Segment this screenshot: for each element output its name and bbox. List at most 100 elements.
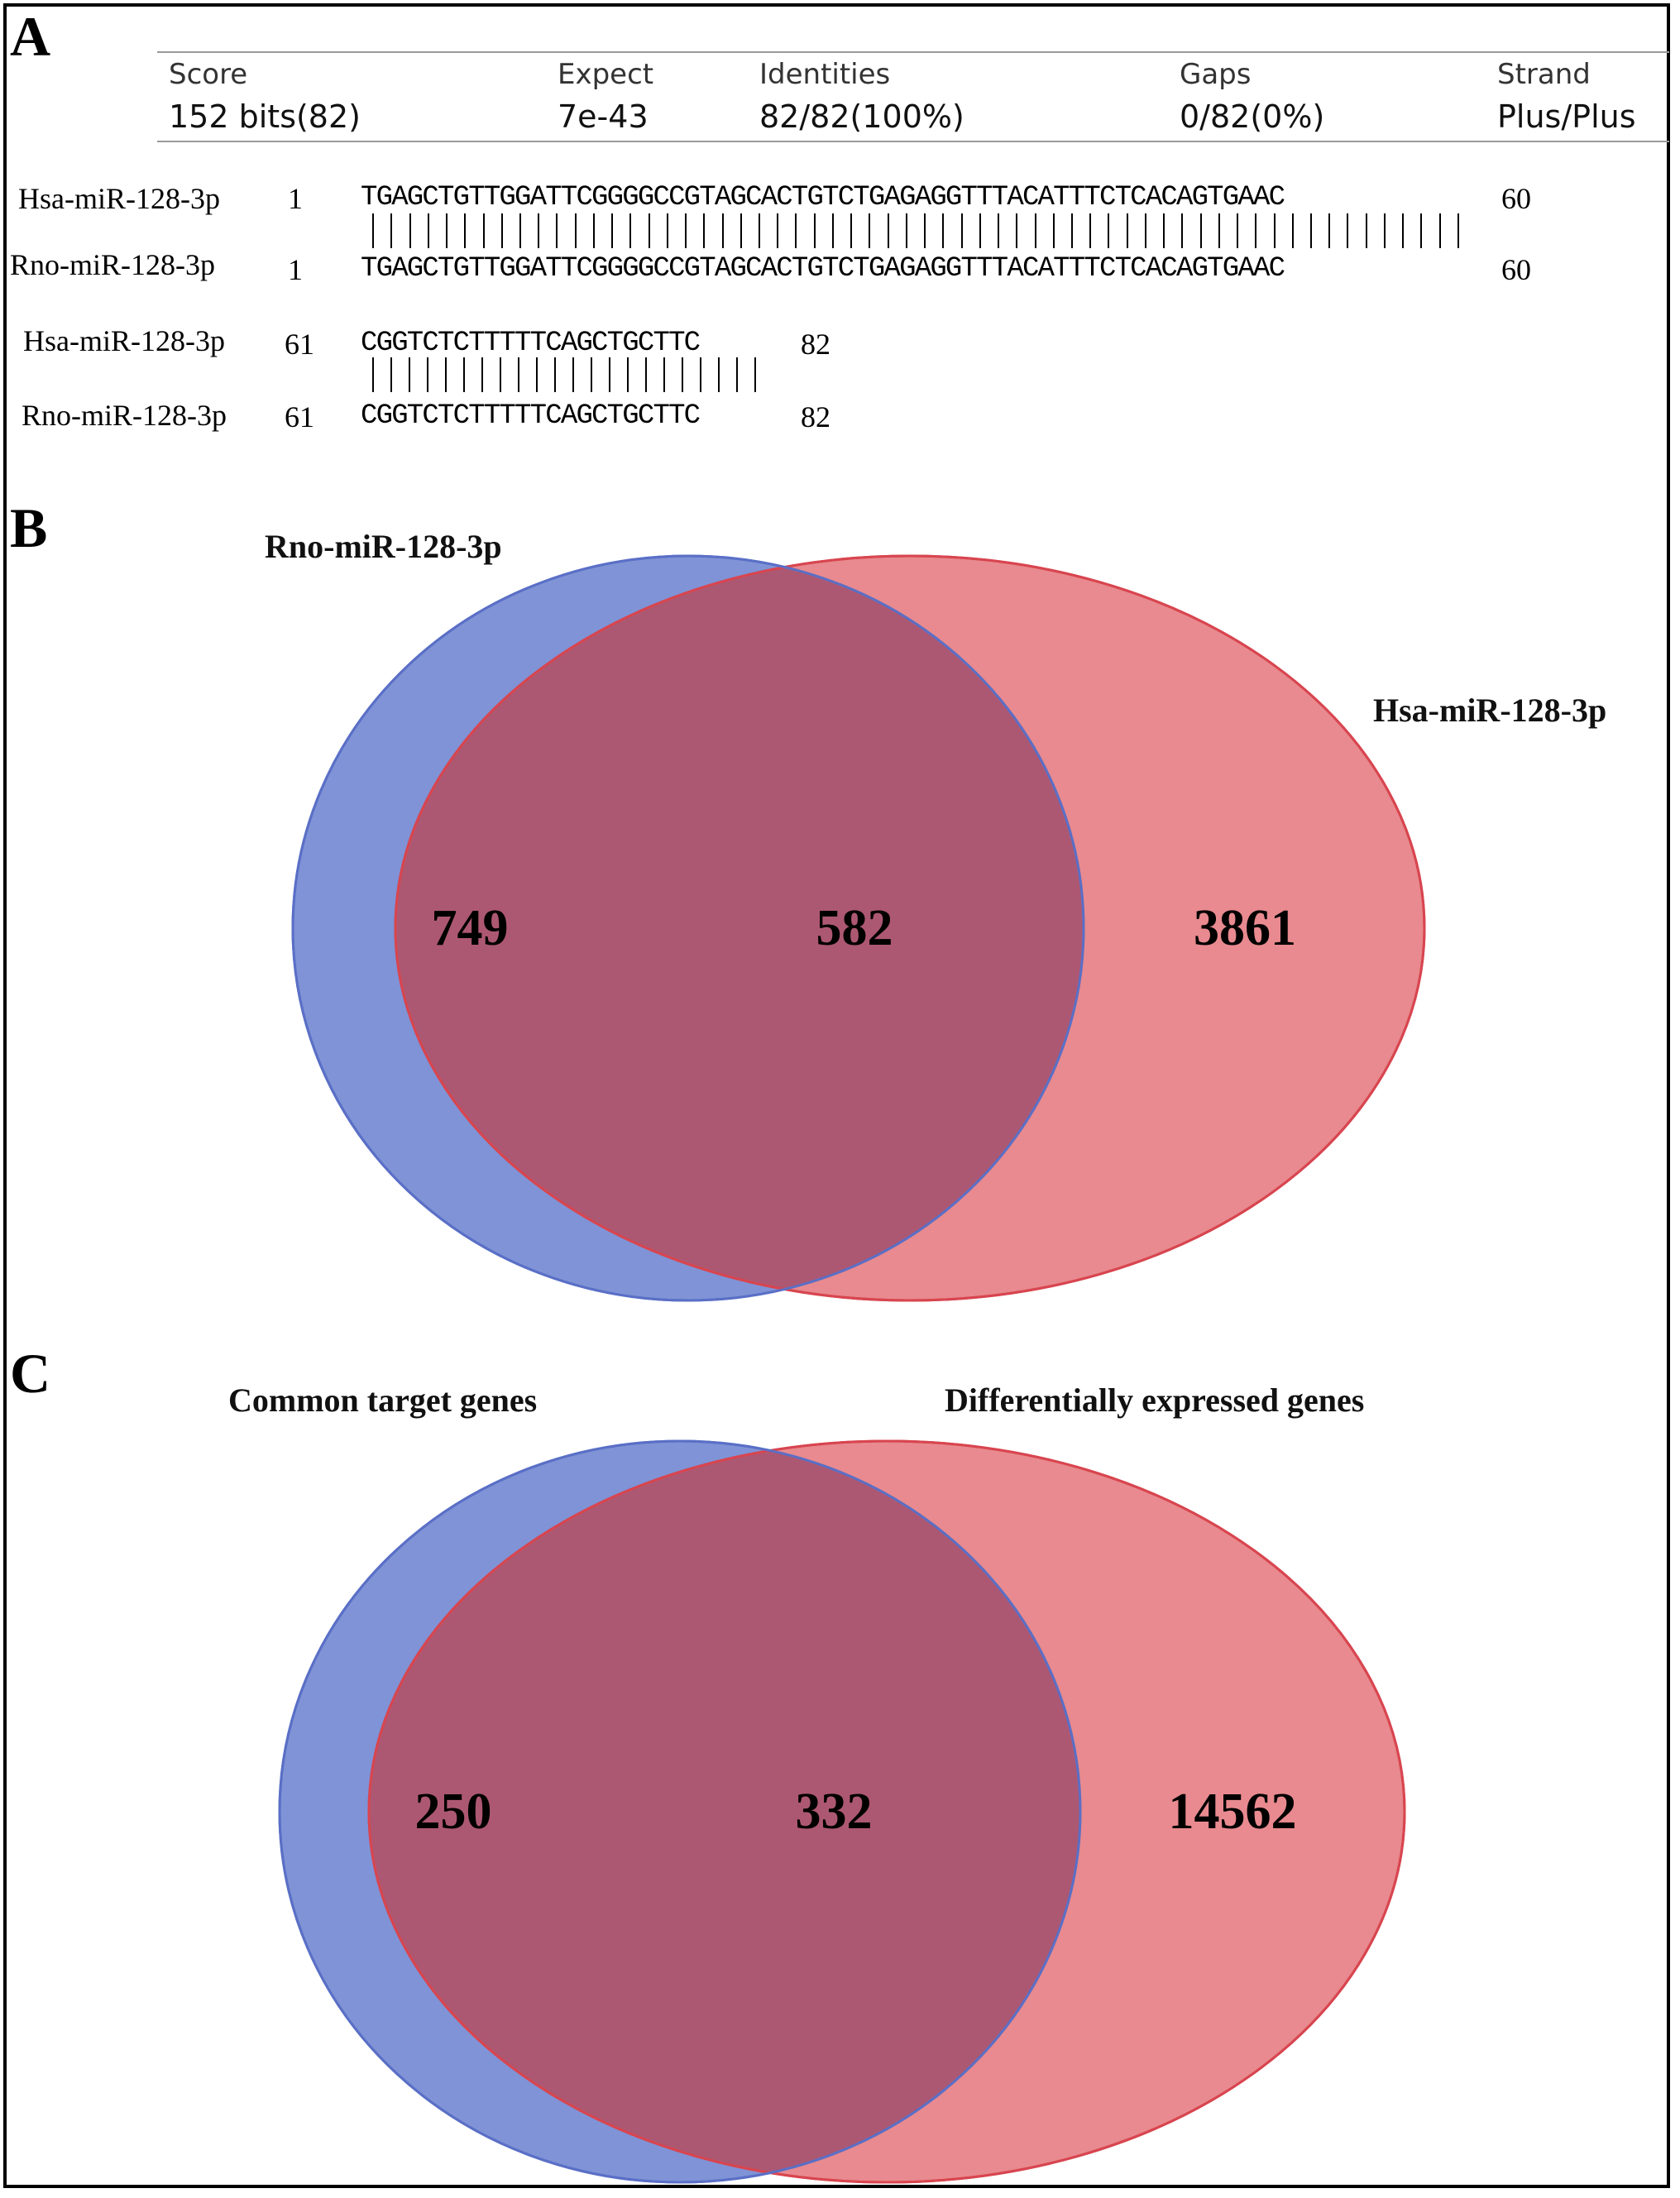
- venn-c-left-outline: [278, 1439, 1082, 2184]
- match-bar: [739, 213, 742, 248]
- venn-c-right-set-label: Differentially expressed genes: [945, 1382, 1364, 1419]
- subject-start: 61: [285, 400, 314, 433]
- match-bar: [813, 213, 816, 248]
- match-bar: [1144, 213, 1146, 248]
- match-bar: [887, 213, 889, 248]
- strand-label: Strand: [1497, 58, 1591, 91]
- venn-b: Rno-miR-128-3p Hsa-miR-128-3p 749 582 38…: [265, 528, 1606, 1302]
- match-bar: [536, 357, 538, 392]
- expect-value: 7e-43: [558, 98, 649, 135]
- match-bar: [1420, 213, 1423, 248]
- subject-sequence: TGAGCTGTTGGATTCGGGGCCGTAGCACTGTCTGAGAGGT…: [361, 253, 1285, 285]
- match-bar: [736, 357, 738, 392]
- strand-value: Plus/Plus: [1497, 98, 1636, 135]
- match-bar: [960, 213, 963, 248]
- query-name: Hsa-miR-128-3p: [18, 182, 220, 215]
- match-bar: [663, 357, 665, 392]
- match-bar: [1347, 213, 1349, 248]
- venn-c-left-count: 250: [415, 1784, 492, 1840]
- gaps-column: Gaps 0/82(0%): [1180, 55, 1324, 139]
- match-bar: [445, 357, 447, 392]
- venn-b-overlap-count: 582: [816, 900, 893, 956]
- match-bar: [592, 213, 595, 248]
- match-bar: [850, 213, 853, 248]
- match-bar: [1034, 213, 1036, 248]
- match-bar: [1052, 213, 1055, 248]
- match-bar: [685, 213, 687, 248]
- panel-b-letter: B: [10, 496, 48, 559]
- match-bar: [1237, 213, 1239, 248]
- figure-frame: [3, 3, 1670, 2188]
- match-bar: [518, 357, 519, 392]
- match-bar: [538, 213, 540, 248]
- venn-b-right-count: 3861: [1194, 900, 1296, 956]
- panel-c-letter: C: [10, 1342, 51, 1405]
- match-bar: [556, 213, 558, 248]
- venn-c-right-outline: [367, 1439, 1406, 2184]
- match-bar: [627, 357, 629, 392]
- match-bar: [500, 357, 501, 392]
- match-bar: [611, 213, 614, 248]
- match-bar: [446, 213, 448, 248]
- match-bar: [1163, 213, 1165, 248]
- score-column: Score 152 bits(82): [169, 55, 361, 139]
- match-bar: [482, 213, 485, 248]
- match-bar: [591, 357, 592, 392]
- match-bar: [1457, 213, 1459, 248]
- match-bar: [1089, 213, 1092, 248]
- strand-column: Strand Plus/Plus: [1497, 55, 1636, 139]
- match-bar: [1310, 213, 1313, 248]
- match-bar: [1126, 213, 1128, 248]
- match-bar: [572, 357, 574, 392]
- subject-sequence: CGGTCTCTTTTTCAGCTGCTTC: [361, 400, 701, 432]
- match-bar: [409, 213, 411, 248]
- match-bar: [700, 357, 701, 392]
- match-bar: [427, 357, 428, 392]
- match-bar: [1383, 213, 1386, 248]
- match-bar: [409, 357, 410, 392]
- match-bar: [648, 213, 650, 248]
- match-bar: [609, 357, 610, 392]
- match-bar: [1218, 213, 1220, 248]
- match-bar: [372, 357, 374, 392]
- match-bar: [1438, 213, 1441, 248]
- match-bar: [463, 357, 465, 392]
- match-bar: [500, 213, 503, 248]
- identities-label: Identities: [759, 58, 891, 91]
- venn-b-left-count: 749: [432, 900, 509, 956]
- venn-c-overlap-region: [369, 1441, 1080, 2182]
- match-line: [364, 213, 1467, 248]
- gaps-value: 0/82(0%): [1180, 98, 1325, 135]
- match-bar: [427, 213, 429, 248]
- match-bar: [1255, 213, 1257, 248]
- match-bar: [666, 213, 668, 248]
- query-start: 61: [285, 328, 314, 361]
- match-bar: [1402, 213, 1405, 248]
- blast-summary-table: Score 152 bits(82) Expect 7e-43 Identiti…: [157, 51, 1669, 142]
- venn-b-right-outline: [394, 554, 1426, 1302]
- gaps-label: Gaps: [1180, 58, 1252, 91]
- query-end: 82: [801, 328, 830, 361]
- subject-name: Rno-miR-128-3p: [22, 399, 227, 432]
- match-bar: [390, 357, 392, 392]
- match-bar: [1070, 213, 1073, 248]
- venn-b-left-outline: [291, 554, 1085, 1302]
- match-bar: [979, 213, 981, 248]
- match-line: [364, 357, 764, 392]
- match-bar: [1365, 213, 1367, 248]
- match-bar: [869, 213, 871, 248]
- venn-c: Common target genes Differentially expre…: [228, 1382, 1406, 2184]
- score-value: 152 bits(82): [169, 98, 361, 135]
- match-bar: [1291, 213, 1294, 248]
- subject-name: Rno-miR-128-3p: [10, 248, 215, 281]
- match-bar: [519, 213, 521, 248]
- subject-end: 82: [801, 400, 830, 433]
- match-bar: [718, 357, 720, 392]
- match-bar: [629, 213, 632, 248]
- venn-b-overlap-region: [395, 556, 1084, 1300]
- venn-c-right-count: 14562: [1169, 1784, 1297, 1840]
- match-bar: [574, 213, 577, 248]
- match-bar: [831, 213, 834, 248]
- match-bar: [1328, 213, 1331, 248]
